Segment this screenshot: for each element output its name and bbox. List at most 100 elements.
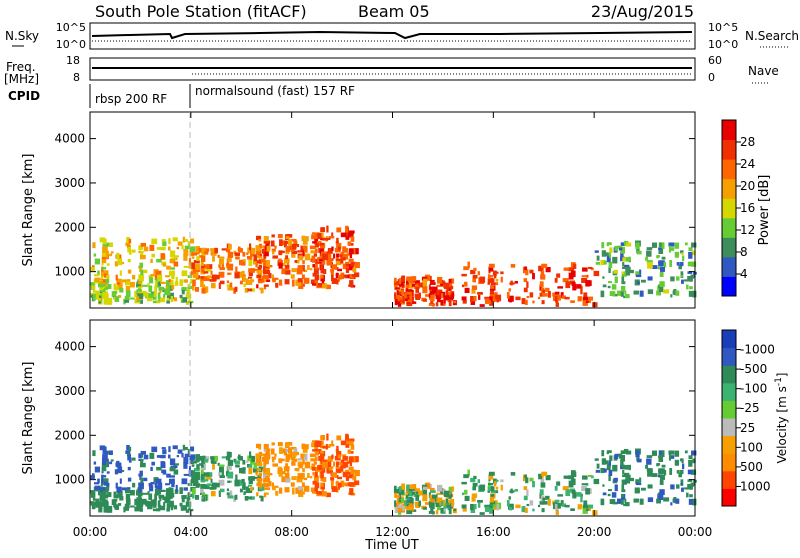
velocity-echo-cell	[542, 501, 548, 505]
power-echo-cell	[625, 266, 631, 273]
power-echo-cell	[156, 281, 160, 288]
power-echo-cell	[214, 247, 218, 254]
velocity-echo-cell	[131, 457, 136, 461]
velocity-echo-cell	[620, 498, 624, 505]
velocity-echo-cell	[191, 464, 195, 467]
power-echo-cell	[248, 268, 253, 273]
velocity-echo-cell	[639, 498, 644, 505]
power-echo-cell	[506, 292, 510, 299]
power-echo-cell	[124, 280, 131, 286]
velocity-echo-cell	[152, 508, 157, 512]
velocity-echo-cell	[263, 492, 267, 498]
power-echo-cell	[166, 295, 171, 301]
velocity-echo-cell	[125, 450, 131, 454]
velocity-echo-cell	[462, 508, 467, 512]
power-echo-cell	[119, 288, 124, 293]
power-echo-cell	[169, 258, 176, 264]
velocity-echo-cell	[203, 484, 210, 490]
velocity-echo-cell	[613, 477, 618, 482]
velocity-echo-cell	[291, 452, 297, 458]
power-echo-cell	[349, 230, 354, 235]
velocity-echo-cell	[266, 468, 271, 475]
velocity-echo-cell	[470, 503, 477, 510]
velocity-echo-cell	[290, 446, 297, 450]
power-echo-cell	[235, 256, 240, 260]
velocity-echo-cell	[647, 497, 654, 503]
power-echo-cell	[204, 264, 210, 269]
power-echo-cell	[150, 273, 155, 277]
velocity-echo-cell	[529, 477, 534, 482]
velocity-echo-cell	[183, 457, 189, 464]
velocity-echo-cell	[635, 479, 640, 485]
velocity-echo-cell	[521, 506, 526, 513]
power-echo-cell	[101, 258, 107, 264]
power-echo-cell	[350, 262, 355, 267]
power-echo-cell	[90, 293, 94, 296]
velocity-echo-cell	[556, 507, 559, 514]
power-echo-cell	[157, 292, 161, 300]
velocity-echo-cell	[116, 460, 120, 468]
power-echo-cell	[342, 257, 346, 261]
power-echo-cell	[99, 237, 106, 243]
power-echo-cell	[149, 277, 154, 284]
velocity-echo-cell	[422, 494, 428, 502]
power-echo-cell	[669, 259, 673, 267]
velocity-echo-cell	[316, 490, 323, 495]
power-echo-cell	[293, 240, 298, 247]
velocity-echo-cell	[95, 503, 100, 508]
velocity-echo-cell	[350, 444, 355, 450]
power-echo-cell	[418, 292, 421, 299]
power-echo-cell	[182, 297, 188, 303]
velocity-echo-cell	[555, 510, 559, 515]
power-echo-cell	[350, 236, 355, 242]
power-echo-cell	[187, 240, 190, 248]
power-echo-cell	[614, 276, 618, 284]
power-echo-cell	[154, 281, 158, 287]
velocity-echo-cell	[277, 467, 283, 475]
power-echo-cell	[545, 267, 551, 273]
power-echo-cell	[658, 247, 664, 254]
power-echo-cell	[255, 263, 258, 268]
velocity-echo-cell	[255, 453, 260, 460]
power-echo-cell	[587, 266, 593, 269]
power-echo-cell	[163, 294, 166, 299]
velocity-echo-cell	[554, 503, 559, 511]
power-echo-cell	[168, 238, 171, 245]
power-echo-cell	[328, 258, 333, 263]
power-echo-cell	[106, 263, 110, 266]
velocity-echo-cell	[99, 445, 106, 451]
velocity-echo-cell	[319, 450, 324, 454]
power-echo-cell	[242, 259, 246, 262]
velocity-echo-cell	[185, 501, 192, 507]
velocity-echo-cell	[105, 458, 109, 464]
power-echo-cell	[189, 246, 196, 252]
velocity-echo-cell	[596, 463, 600, 469]
velocity-echo-cell	[200, 472, 206, 477]
velocity-echo-cell	[139, 462, 146, 468]
velocity-echo-cell	[119, 496, 124, 501]
power-echo-cell	[451, 292, 455, 299]
velocity-echo-cell	[182, 444, 186, 451]
velocity-echo-cell	[283, 466, 289, 472]
power-echo-cell	[129, 281, 135, 288]
colorbar-tick-label: -100	[740, 382, 767, 396]
power-echo-cell	[234, 286, 238, 292]
velocity-echo-cell	[621, 479, 625, 483]
power-echo-cell	[200, 259, 204, 267]
power-echo-cell	[239, 248, 243, 253]
velocity-echo-cell	[116, 486, 122, 493]
power-echo-cell	[639, 290, 644, 297]
velocity-echo-cell	[155, 478, 162, 484]
velocity-echo-cell	[646, 468, 653, 472]
power-echo-cell	[687, 261, 693, 267]
power-echo-cell	[692, 250, 696, 256]
velocity-echo-cell	[557, 503, 561, 509]
power-echo-cell	[203, 271, 209, 274]
velocity-echo-cell	[153, 498, 157, 506]
velocity-echo-cell	[297, 486, 303, 491]
velocity-echo-cell	[176, 455, 180, 458]
power-echo-cell	[399, 288, 405, 292]
power-echo-cell	[179, 279, 183, 286]
power-echo-cell	[241, 270, 245, 275]
velocity-echo-cell	[639, 477, 642, 483]
